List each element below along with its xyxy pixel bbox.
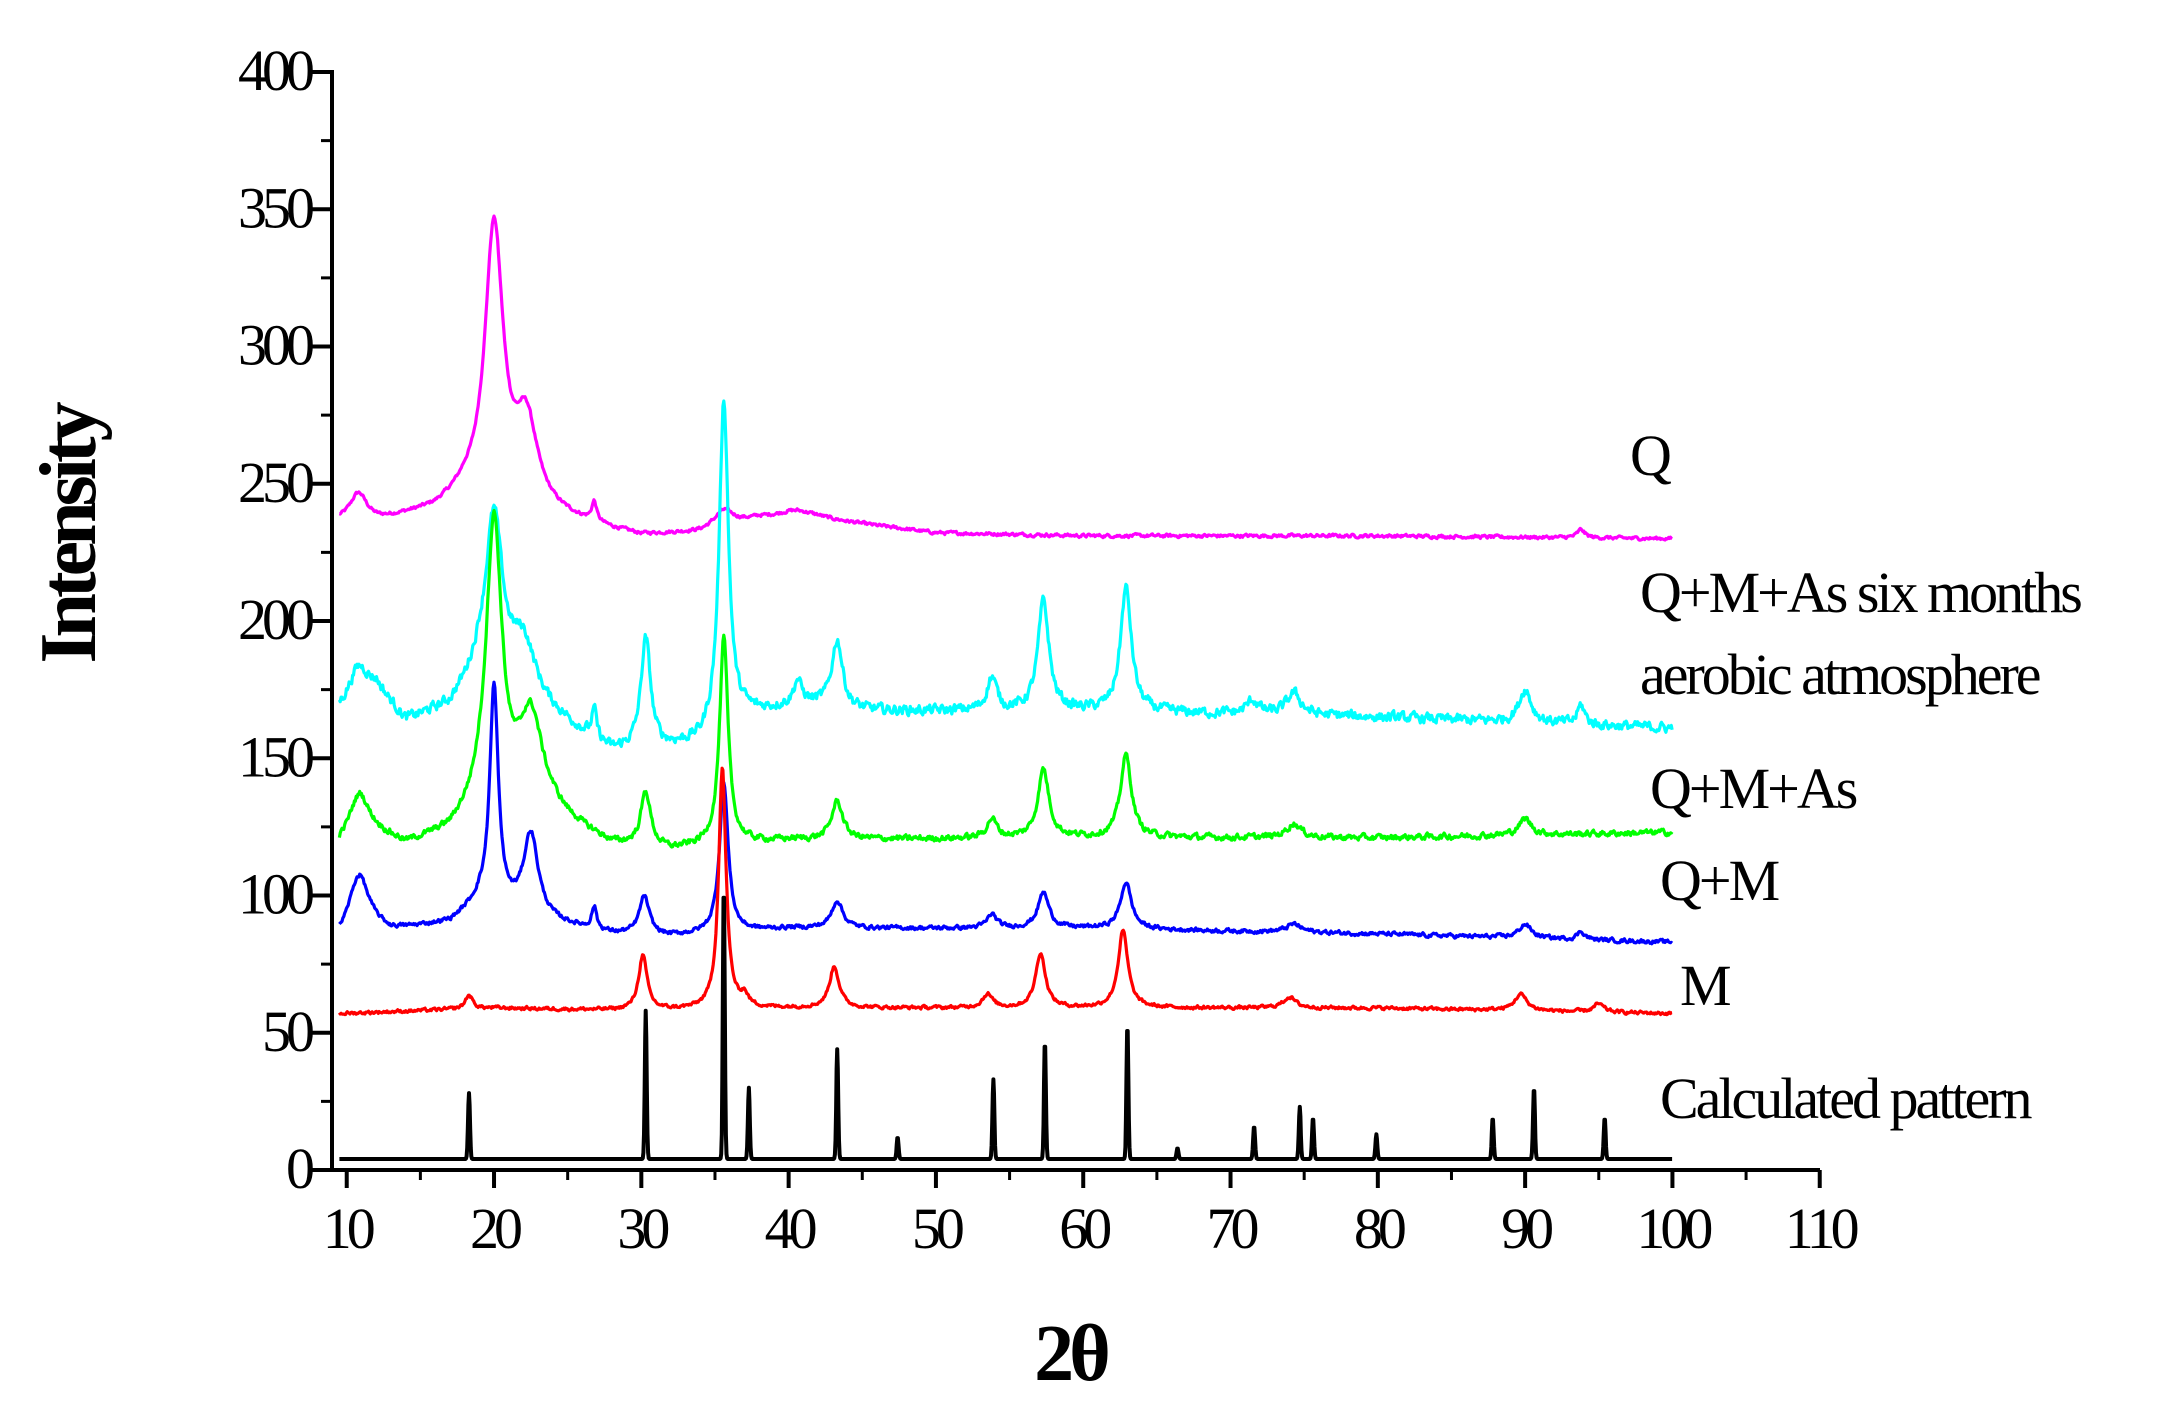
y-tick-label: 250 — [238, 450, 313, 515]
x-tick-label: 40 — [765, 1196, 816, 1261]
y-tick-label: 50 — [262, 999, 313, 1064]
x-tick-label: 80 — [1354, 1196, 1405, 1261]
series-labels: Q Q+M+As six months aerobic atmosphere Q+M+… — [1630, 423, 2084, 1131]
x-tick-label: 70 — [1207, 1196, 1258, 1261]
series-line-2 — [337, 508, 1674, 849]
y-tick-label: 150 — [238, 724, 313, 789]
x-tick-label: 100 — [1636, 1196, 1711, 1261]
ticks: 10 20 30 40 50 60 70 80 90 100 110 0 50 100 150 200 250 3… — [238, 38, 1863, 1261]
series-line-3 — [338, 680, 1674, 946]
x-tick-label: 60 — [1059, 1196, 1110, 1261]
x-tick-label: 10 — [323, 1196, 374, 1261]
y-tick-label: 400 — [238, 38, 313, 103]
x-tick-label: 20 — [470, 1196, 521, 1261]
series-line-1 — [337, 399, 1674, 748]
y-tick-label: 200 — [238, 587, 313, 652]
series-line-5 — [338, 895, 1674, 1161]
series-label-3-0: Q+M — [1660, 848, 1779, 913]
y-tick-label: 0 — [286, 1136, 313, 1201]
y-tick-label: 300 — [238, 313, 313, 378]
plot-traces — [337, 214, 1674, 1161]
series-label-5-0: Calculated pattern — [1660, 1066, 2033, 1131]
x-tick-label: 90 — [1501, 1196, 1552, 1261]
y-tick-label: 100 — [238, 862, 313, 927]
series-label-1-1: aerobic atmosphere — [1640, 642, 2040, 707]
y-axis-title: Intensity — [25, 401, 113, 663]
series-label-2-0: Q+M+As — [1650, 756, 1857, 821]
x-tick-label: 110 — [1785, 1196, 1858, 1261]
series-line-0 — [338, 214, 1673, 542]
x-tick-label: 30 — [617, 1196, 668, 1261]
series-label-1-0: Q+M+As six months — [1640, 560, 2081, 625]
series-line-4 — [338, 766, 1673, 1017]
series-label-0-0: Q — [1630, 423, 1671, 488]
y-tick-label: 350 — [238, 175, 313, 240]
x-axis-title: 2θ — [1034, 1310, 1108, 1398]
series-label-4-0: M — [1680, 953, 1730, 1018]
x-tick-label: 50 — [912, 1196, 963, 1261]
